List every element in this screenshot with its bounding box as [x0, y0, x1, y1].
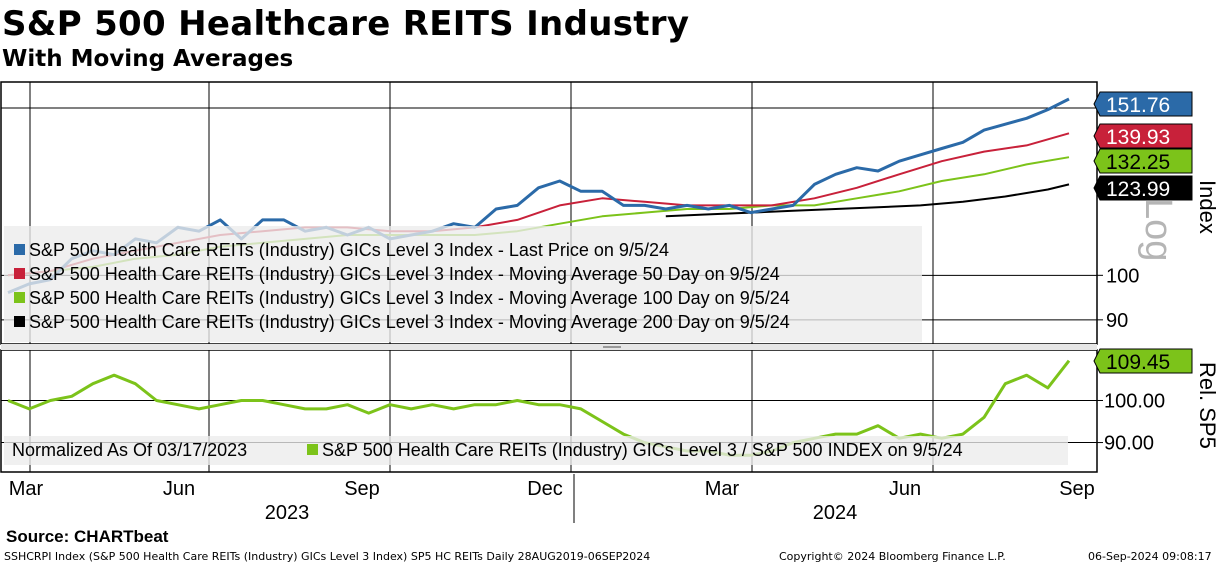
lower-legend-box: [4, 436, 1068, 465]
value-tag-text-rel: 109.45: [1106, 351, 1170, 374]
ytick-label-upper-90: 90: [1106, 310, 1128, 332]
legend-label-ma200: S&P 500 Health Care REITs (Industry) GIC…: [29, 312, 790, 332]
value-tag-text-ma100: 132.25: [1106, 151, 1170, 174]
footer-left: SSHCRPI Index (S&P 500 Health Care REITs…: [4, 550, 651, 563]
source-label: Source: CHARTbeat: [6, 527, 169, 546]
ytick-label-lower-1: 90.00: [1104, 433, 1154, 455]
year-label-2023: 2023: [265, 502, 310, 524]
chart-subtitle: With Moving Averages: [2, 46, 294, 72]
series-line-rel: [7, 359, 1071, 457]
xtick-label-3: Dec: [527, 478, 563, 500]
ytick-label-upper-100: 100: [1106, 265, 1139, 287]
upper-axis-label: Index: [1195, 180, 1220, 234]
legend-swatch-ma100: [14, 292, 25, 303]
normalized-note: Normalized As Of 03/17/2023: [12, 440, 247, 460]
chart-title: S&P 500 Healthcare REITS Industry: [2, 4, 690, 44]
value-tag-ma200: [1093, 175, 1193, 201]
upper-legend-box: [4, 226, 922, 342]
lower-axis-label: Rel. SP5: [1195, 362, 1220, 449]
footer-timestamp: 06-Sep-2024 09:08:17: [1088, 550, 1212, 563]
log-watermark: Log: [1137, 198, 1179, 261]
footer-copyright: Copyright© 2024 Bloomberg Finance L.P.: [779, 550, 1006, 563]
legend-rel-label: S&P 500 Health Care REITs (Industry) GIC…: [322, 440, 963, 460]
panel-splitter[interactable]: [1, 344, 1097, 350]
legend-label-last_price: S&P 500 Health Care REITs (Industry) GIC…: [29, 240, 669, 260]
year-label-2024: 2024: [813, 502, 858, 524]
xtick-label-2: Sep: [344, 478, 380, 500]
series-line-ma200: [665, 183, 1070, 218]
legend-swatch-ma200: [14, 316, 25, 327]
legend-swatch-last_price: [14, 244, 25, 255]
value-tag-text-ma50: 139.93: [1106, 126, 1170, 149]
legend-label-ma50: S&P 500 Health Care REITs (Industry) GIC…: [29, 264, 780, 284]
xtick-label-6: Sep: [1059, 478, 1095, 500]
legend-swatch-ma50: [14, 268, 25, 279]
xtick-label-4: Mar: [705, 478, 740, 500]
value-tag-rel: [1093, 348, 1193, 374]
xtick-label-5: Jun: [889, 478, 921, 500]
ytick-label-lower-0: 100.00: [1104, 390, 1165, 412]
value-tag-text-last_price: 151.76: [1106, 94, 1170, 117]
value-tag-ma50: [1093, 123, 1193, 149]
xtick-label-0: Mar: [9, 478, 44, 500]
xtick-label-1: Jun: [163, 478, 195, 500]
value-tag-ma100: [1093, 148, 1193, 174]
legend-label-ma100: S&P 500 Health Care REITs (Industry) GIC…: [29, 288, 790, 308]
legend-swatch-rel: [307, 444, 318, 455]
value-tag-last_price: [1093, 91, 1193, 117]
value-tag-text-ma200: 123.99: [1106, 178, 1170, 201]
